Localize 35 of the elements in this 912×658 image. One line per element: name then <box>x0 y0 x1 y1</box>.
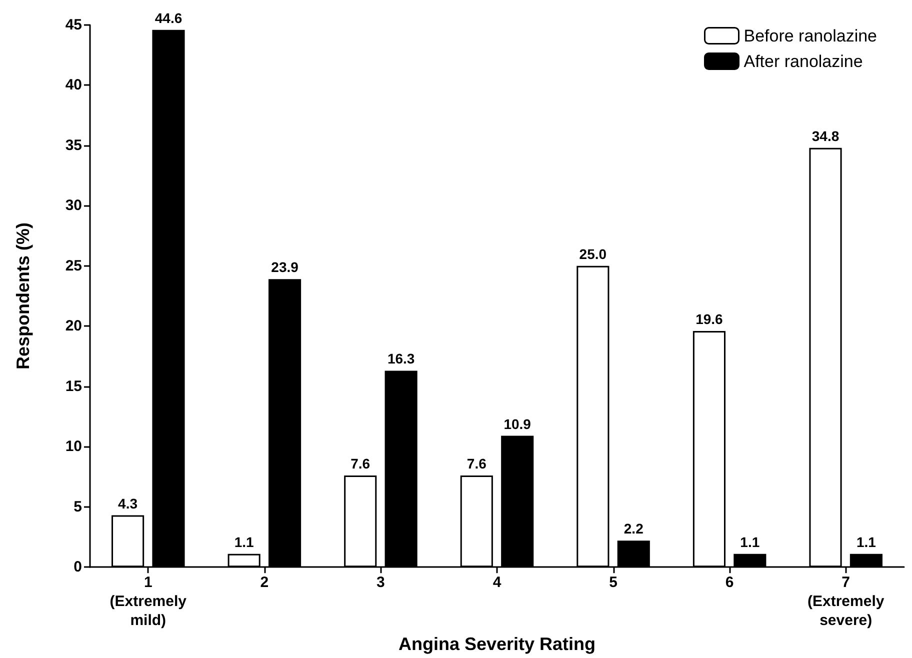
y-tick-label: 40 <box>65 76 82 94</box>
x-tick-label: 5 <box>609 574 618 592</box>
data-label: 1.1 <box>856 534 876 550</box>
data-label: 7.6 <box>466 456 487 472</box>
data-label: 23.9 <box>271 259 299 276</box>
data-label: 1.1 <box>740 534 760 550</box>
data-label: 7.6 <box>350 456 370 472</box>
data-label: 25.0 <box>579 246 607 262</box>
legend-label: After ranolazine <box>744 52 863 71</box>
y-tick-label: 25 <box>65 257 82 274</box>
legend-label: Before ranolazine <box>744 26 878 46</box>
x-tick-label: 7 (Extremely severe) <box>808 574 885 630</box>
y-tick-label: 0 <box>74 558 82 576</box>
data-label: 19.6 <box>696 310 724 327</box>
data-label: 44.6 <box>154 10 182 26</box>
x-tick-label: 2 <box>260 574 269 592</box>
data-label: 2.2 <box>624 520 644 537</box>
x-tick-label: 3 <box>376 574 385 592</box>
data-label: 1.1 <box>234 534 254 550</box>
data-label: 16.3 <box>387 350 415 367</box>
y-tick-label: 45 <box>65 16 82 34</box>
y-tick-label: 10 <box>65 438 82 456</box>
x-tick-label: 1 (Extremely mild) <box>110 574 188 630</box>
x-tick-label: 6 <box>725 574 734 592</box>
y-axis-title: Respondents (%) <box>13 222 33 370</box>
x-tick-label: 4 <box>492 574 502 592</box>
y-tick-label: 15 <box>65 378 82 395</box>
y-tick-label: 35 <box>65 136 82 154</box>
y-tick-label: 30 <box>65 197 82 214</box>
y-tick-label: 20 <box>65 318 82 335</box>
x-axis-title: Angina Severity Rating <box>398 634 596 654</box>
data-label: 10.9 <box>504 416 532 432</box>
y-tick-label: 5 <box>74 498 82 516</box>
data-label: 34.8 <box>812 128 840 144</box>
data-label: 4.3 <box>118 495 138 512</box>
